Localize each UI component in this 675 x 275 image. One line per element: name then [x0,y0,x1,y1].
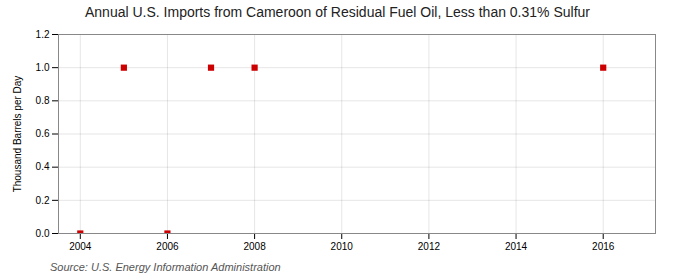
svg-text:0.2: 0.2 [36,195,50,206]
svg-text:2016: 2016 [592,241,615,252]
svg-text:1.2: 1.2 [36,29,50,40]
svg-text:2008: 2008 [243,241,266,252]
svg-text:1.0: 1.0 [36,62,50,73]
svg-text:0.6: 0.6 [36,128,50,139]
html-text:Annual U.S. Imports from Camer: Annual U.S. Imports from Cameroon of Res… [85,4,590,20]
svg-text:2012: 2012 [418,241,441,252]
svg-text:2010: 2010 [331,241,354,252]
svg-text:0.4: 0.4 [36,161,50,172]
svg-text:0.8: 0.8 [36,95,50,106]
svg-text:Thousand Barrels per Day: Thousand Barrels per Day [12,76,23,193]
svg-text:2004: 2004 [69,241,92,252]
svg-text:2014: 2014 [505,241,528,252]
svg-text:2006: 2006 [156,241,179,252]
html-text:Source: U.S. Energy Informatio: Source: U.S. Energy Information Administ… [50,261,281,273]
svg-text:0.0: 0.0 [36,228,50,239]
